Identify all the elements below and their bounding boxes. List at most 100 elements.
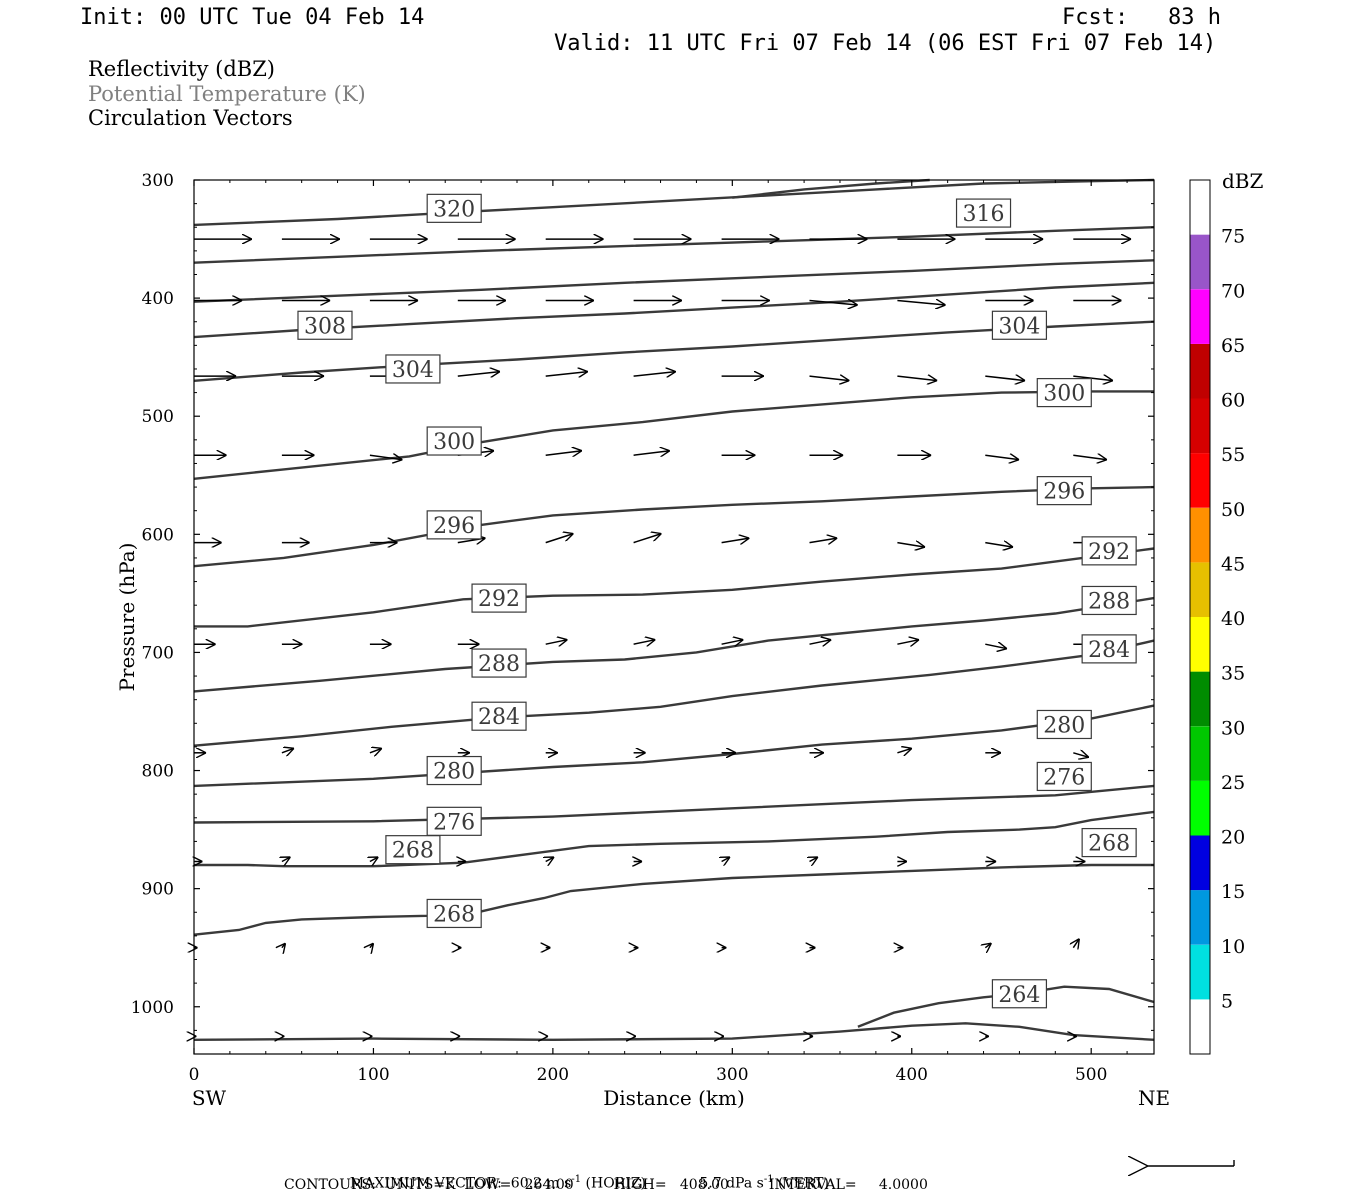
theta-contour-276 xyxy=(193,784,1155,824)
contour-label-284: 284 xyxy=(471,701,527,731)
circulation-vector xyxy=(1073,753,1089,758)
contour-label-text: 292 xyxy=(478,587,520,612)
contour-label-text: 300 xyxy=(433,430,475,455)
colorbar-swatch xyxy=(1190,507,1210,563)
horiz-tag: (HORIZ) xyxy=(585,1175,646,1192)
circulation-vector xyxy=(897,543,925,548)
contour-label-text: 320 xyxy=(433,197,475,222)
circulation-vector xyxy=(809,376,850,381)
colorbar-label: 75 xyxy=(1221,226,1245,248)
theta-contour-280 xyxy=(193,704,1155,788)
x-tick-label: 100 xyxy=(357,1065,389,1085)
theta-contour-308 xyxy=(193,281,1155,339)
y-tick-label: 1000 xyxy=(131,998,174,1018)
contour-label-text: 296 xyxy=(1043,480,1085,505)
contour-label-text: 284 xyxy=(1088,638,1130,663)
colorbar-label: 25 xyxy=(1221,772,1245,794)
circulation-vector xyxy=(633,640,656,645)
contour-label-text: 316 xyxy=(963,202,1005,227)
colorbar-swatch xyxy=(1190,617,1210,672)
colorbar-swatch xyxy=(1190,562,1210,617)
circulation-vector xyxy=(457,372,500,377)
circulation-vector xyxy=(546,857,554,862)
contour-label-316: 316 xyxy=(955,198,1012,228)
circulation-vector xyxy=(985,376,1025,381)
circulation-vector xyxy=(1073,939,1079,948)
theta-contour-320 xyxy=(193,178,1155,227)
circulation-vector xyxy=(370,857,378,862)
contour-label-text: 280 xyxy=(433,760,475,785)
x-axis-title: Distance (km) xyxy=(603,1086,745,1110)
circulation-vector xyxy=(985,455,1019,460)
contour-label-text: 268 xyxy=(1088,832,1130,857)
colorbar-label: 35 xyxy=(1221,663,1245,685)
colorbar-frame xyxy=(1189,179,1211,1055)
circulation-vector xyxy=(897,301,945,306)
plot-frame xyxy=(193,179,1155,1055)
contour-label-292: 292 xyxy=(471,583,527,613)
contour-label-text: 308 xyxy=(304,314,346,339)
theta-contour-320 xyxy=(732,178,930,199)
x-right-label: NE xyxy=(1138,1086,1170,1110)
x-tick-label: 400 xyxy=(896,1065,928,1085)
vert-tag: (VERT) xyxy=(778,1175,829,1192)
colorbar-swatch xyxy=(1190,398,1210,454)
circulation-vector xyxy=(985,644,1007,649)
horiz-exponent: -1 xyxy=(571,1174,582,1185)
circulation-vector xyxy=(282,943,286,948)
circulation-vector xyxy=(369,455,403,460)
theta-contour-296 xyxy=(193,485,1155,568)
contour-label-text: 280 xyxy=(1043,713,1085,738)
colorbar-label: 10 xyxy=(1221,936,1245,958)
circulation-vector xyxy=(633,372,676,377)
circulation-vector xyxy=(633,534,662,544)
theta-contour-316 xyxy=(193,226,1155,264)
max-vector-line: MAXIMUM VECTOR: 60.2 m s-1 (HORIZ) 5.7 d… xyxy=(341,1158,829,1192)
contour-label-text: 276 xyxy=(1043,765,1085,790)
colorbar-label: 65 xyxy=(1221,335,1245,357)
colorbar-swatch xyxy=(1190,890,1210,945)
theta-contour-288 xyxy=(193,596,1155,693)
contour-label-text: 268 xyxy=(392,839,434,864)
colorbar-swatch xyxy=(1190,343,1210,399)
max-vector-label: MAXIMUM VECTOR: xyxy=(349,1175,502,1192)
circulation-vector xyxy=(545,451,582,456)
max-vert-value: 5.7 dPa s xyxy=(699,1175,764,1192)
colorbar-label: 5 xyxy=(1221,990,1233,1012)
contour-label-text: 300 xyxy=(1043,382,1085,407)
y-tick-label: 700 xyxy=(142,643,174,663)
y-tick-label: 800 xyxy=(142,762,174,782)
colorbar-swatch xyxy=(1190,234,1210,290)
contour-label-268: 268 xyxy=(1081,827,1137,858)
contour-label-308: 308 xyxy=(297,310,353,340)
contour-label-300: 300 xyxy=(1036,377,1092,408)
max-horiz-value: 60.2 m s xyxy=(510,1175,572,1192)
theta-contour-300 xyxy=(193,390,1154,480)
circulation-vector xyxy=(810,857,818,862)
x-tick-label: 0 xyxy=(189,1065,200,1085)
colorbar-swatch xyxy=(1190,999,1210,1054)
forecast-hour: Fcst: 83 h xyxy=(1062,5,1221,30)
theta-contour-264 xyxy=(193,1022,1155,1042)
contour-label-304: 304 xyxy=(385,354,441,384)
contour-label-text: 288 xyxy=(478,652,520,677)
circulation-vector xyxy=(985,943,991,948)
circulation-vector xyxy=(897,640,919,645)
colorbar-swatch xyxy=(1190,453,1210,508)
contour-label-288: 288 xyxy=(471,648,527,678)
theta-contour-268 xyxy=(193,863,1154,936)
contour-label-text: 304 xyxy=(998,314,1040,339)
circulation-vector xyxy=(809,301,858,306)
colorbar-label: 15 xyxy=(1221,881,1245,903)
contour-label-280: 280 xyxy=(1036,709,1092,740)
circulation-vector xyxy=(1073,376,1113,381)
contour-label-text: 268 xyxy=(433,902,475,927)
theta-contour-284 xyxy=(193,639,1155,747)
y-axis-title: Pressure (hPa) xyxy=(115,543,139,692)
circulation-vector xyxy=(897,376,937,381)
x-tick-label: 300 xyxy=(716,1065,748,1085)
colorbar-label: 45 xyxy=(1221,553,1245,575)
contour-label-296: 296 xyxy=(1036,476,1092,506)
theta-contour-268 xyxy=(194,810,1155,868)
